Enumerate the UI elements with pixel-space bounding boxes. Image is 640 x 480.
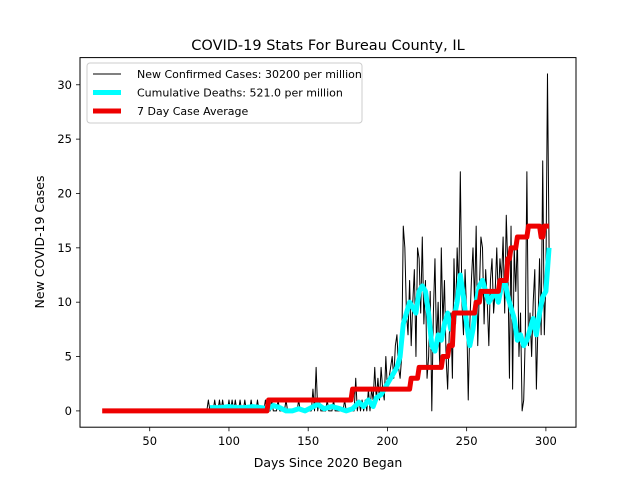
series-line-cumulative-deaths <box>209 247 552 414</box>
y-tick-label: 5 <box>65 350 72 364</box>
chart-title: COVID-19 Stats For Bureau County, IL <box>191 38 464 54</box>
y-tick-label: 15 <box>57 241 72 255</box>
y-axis-label: New COVID-19 Cases <box>32 176 47 309</box>
legend-box <box>86 62 363 124</box>
series-layer <box>102 73 552 414</box>
x-tick-label: 150 <box>297 434 319 448</box>
y-tick-label: 10 <box>57 295 72 309</box>
x-axis-ticks: 50 100 150 200 250 300 <box>142 427 557 448</box>
legend-label-new-cases: New Confirmed Cases: 30200 per million <box>137 68 362 81</box>
legend-label-7-day-average: 7 Day Case Average <box>137 105 249 118</box>
y-axis-ticks: 0 5 10 15 20 25 30 <box>57 78 80 418</box>
x-axis-label: Days Since 2020 Began <box>254 455 403 470</box>
y-tick-label: 0 <box>65 404 72 418</box>
x-tick-label: 200 <box>376 434 398 448</box>
legend: New Confirmed Cases: 30200 per million C… <box>86 62 363 124</box>
y-tick-label: 25 <box>57 132 72 146</box>
x-tick-label: 100 <box>218 434 240 448</box>
y-tick-label: 30 <box>57 78 72 92</box>
x-tick-label: 50 <box>142 434 157 448</box>
plot-frame <box>79 57 577 428</box>
x-tick-label: 250 <box>456 434 478 448</box>
y-tick-label: 20 <box>57 186 72 200</box>
series-line-7-day-average <box>102 223 550 414</box>
x-tick-label: 300 <box>535 434 557 448</box>
legend-label-cumulative-deaths: Cumulative Deaths: 521.0 per million <box>137 87 343 100</box>
